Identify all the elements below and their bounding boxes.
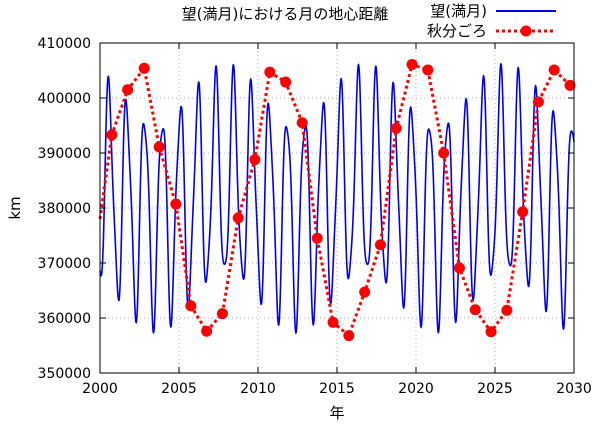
y-tick-label: 400000 (38, 91, 91, 107)
y-tick-label: 380000 (38, 201, 91, 217)
chart-title: 望(満月)における月の地心距離 (182, 5, 389, 23)
data-point-autumn-equinox (296, 117, 308, 129)
legend-item-full-moon: 望(満月) (430, 2, 556, 20)
series-autumn-equinox (98, 58, 576, 342)
data-point-autumn-equinox (359, 286, 371, 298)
data-point-autumn-equinox (106, 129, 118, 141)
data-point-autumn-equinox (216, 308, 228, 320)
series-full-moon (99, 63, 575, 335)
data-point-autumn-equinox (548, 64, 560, 76)
legend-marker-autumn-equinox (520, 25, 532, 37)
y-tick-label: 390000 (38, 146, 91, 162)
data-point-autumn-equinox (517, 206, 529, 218)
data-point-autumn-equinox (249, 154, 261, 166)
x-axis: 2000 2005 2010 2015 2020 2025 2030 (82, 43, 592, 397)
y-tick-label: 360000 (38, 311, 91, 327)
data-point-autumn-equinox (564, 79, 576, 91)
data-point-autumn-equinox (469, 304, 481, 316)
data-point-autumn-equinox (374, 239, 386, 251)
plot-area (98, 42, 576, 374)
y-tick-label: 370000 (38, 256, 91, 272)
data-point-autumn-equinox (138, 62, 150, 74)
data-point-autumn-equinox (453, 262, 465, 274)
data-point-autumn-equinox (422, 64, 434, 76)
data-point-autumn-equinox (501, 304, 513, 316)
data-point-autumn-equinox (327, 316, 339, 328)
legend-label-full-moon: 望(満月) (430, 2, 487, 20)
data-point-autumn-equinox (438, 147, 450, 159)
y-axis: 350000 360000 370000 380000 390000 400000 4100… (38, 36, 574, 382)
y-tick-label: 350000 (38, 366, 91, 382)
data-point-autumn-equinox (485, 326, 497, 338)
legend: 望(満月) 秋分ごろ (427, 2, 556, 40)
x-tick-label: 2000 (82, 381, 118, 397)
x-tick-label: 2005 (161, 381, 197, 397)
data-point-autumn-equinox (311, 232, 323, 244)
data-point-autumn-equinox (264, 66, 276, 78)
data-point-autumn-equinox (122, 84, 134, 96)
x-axis-title: 年 (329, 404, 344, 422)
data-point-autumn-equinox (153, 141, 165, 153)
data-point-autumn-equinox (280, 76, 292, 88)
data-point-autumn-equinox (343, 330, 355, 342)
x-tick-label: 2010 (240, 381, 276, 397)
x-tick-label: 2015 (319, 381, 355, 397)
x-tick-label: 2030 (556, 381, 592, 397)
data-point-autumn-equinox (201, 325, 213, 337)
data-point-autumn-equinox (532, 96, 544, 108)
legend-label-autumn-equinox: 秋分ごろ (427, 22, 487, 40)
data-point-autumn-equinox (185, 300, 197, 312)
series-line-full-moon (99, 63, 575, 335)
x-tick-label: 2020 (398, 381, 434, 397)
data-point-autumn-equinox (170, 198, 182, 210)
legend-item-autumn-equinox: 秋分ごろ (427, 22, 556, 40)
x-tick-label: 2025 (477, 381, 513, 397)
y-axis-title: km (6, 196, 24, 219)
data-point-autumn-equinox (406, 58, 418, 70)
data-point-autumn-equinox (390, 122, 402, 134)
data-point-autumn-equinox (232, 212, 244, 224)
y-tick-label: 410000 (38, 36, 91, 52)
